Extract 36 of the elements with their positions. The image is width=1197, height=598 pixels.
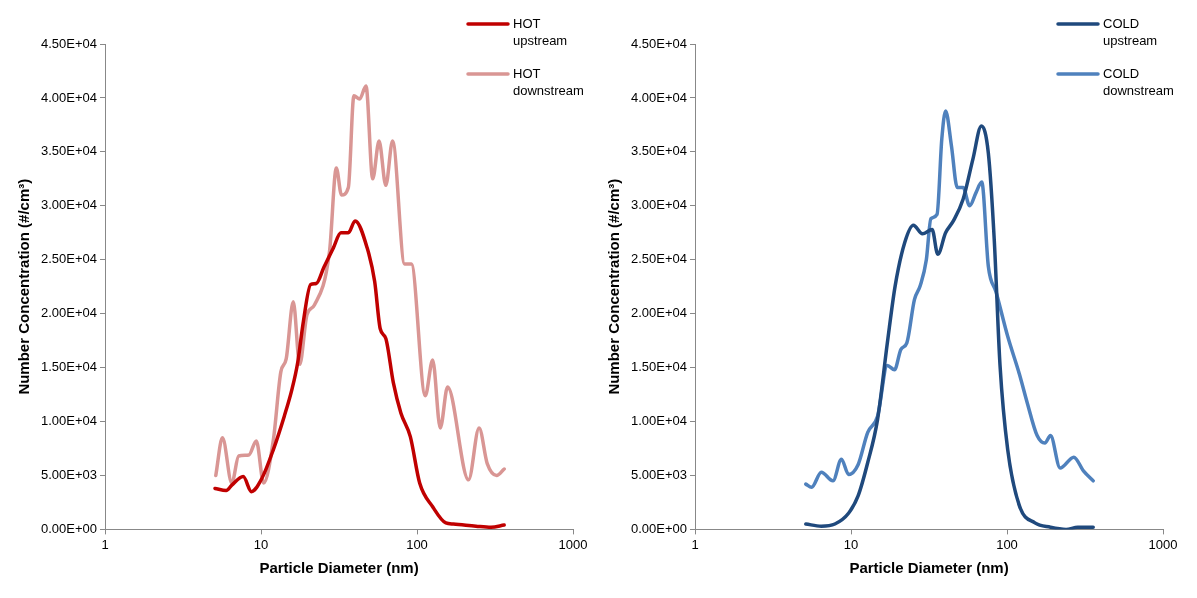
- legend-label: COLD downstream: [1103, 65, 1174, 98]
- y-tick-label: 2.50E+04: [630, 251, 688, 267]
- y-tick-label: 1.00E+04: [40, 413, 98, 429]
- x-tick-label: 100: [996, 536, 1018, 552]
- x-tick-label: 100: [406, 536, 428, 552]
- y-tick-label: 3.00E+04: [40, 197, 98, 213]
- legend-label: HOT downstream: [513, 65, 584, 98]
- y-tick-label: 2.00E+04: [40, 305, 98, 321]
- y-tick-label: 2.50E+04: [40, 251, 98, 267]
- y-axis-title: Number Concentration (#/cm³): [605, 178, 623, 395]
- y-tick-label: 0.00E+00: [40, 520, 98, 536]
- y-tick-label: 1.00E+04: [630, 413, 688, 429]
- y-axis-title: Number Concentration (#/cm³): [15, 178, 33, 395]
- x-tick-label: 10: [843, 536, 859, 552]
- y-tick-label: 2.00E+04: [630, 305, 688, 321]
- y-tick-label: 1.50E+04: [630, 359, 688, 375]
- y-tick-label: 5.00E+03: [40, 467, 98, 483]
- x-axis-title: Particle Diameter (nm): [849, 559, 1009, 577]
- x-tick-label: 1000: [1148, 536, 1178, 552]
- y-tick-label: 4.00E+04: [630, 89, 688, 105]
- legend-label: COLD upstream: [1103, 15, 1158, 48]
- y-tick-label: 3.00E+04: [630, 197, 688, 213]
- legend-label: HOT upstream: [513, 15, 568, 48]
- y-tick-label: 3.50E+04: [630, 143, 688, 159]
- y-tick-label: 4.00E+04: [40, 89, 98, 105]
- x-tick-label: 1000: [558, 536, 588, 552]
- y-tick-label: 4.50E+04: [40, 35, 98, 51]
- y-tick-label: 0.00E+00: [630, 520, 688, 536]
- y-tick-label: 5.00E+03: [630, 467, 688, 483]
- x-tick-label: 10: [253, 536, 269, 552]
- y-tick-label: 3.50E+04: [40, 143, 98, 159]
- x-tick-label: 1: [691, 536, 699, 552]
- y-tick-label: 1.50E+04: [40, 359, 98, 375]
- x-tick-label: 1: [101, 536, 109, 552]
- y-tick-label: 4.50E+04: [630, 35, 688, 51]
- x-axis-title: Particle Diameter (nm): [259, 559, 419, 577]
